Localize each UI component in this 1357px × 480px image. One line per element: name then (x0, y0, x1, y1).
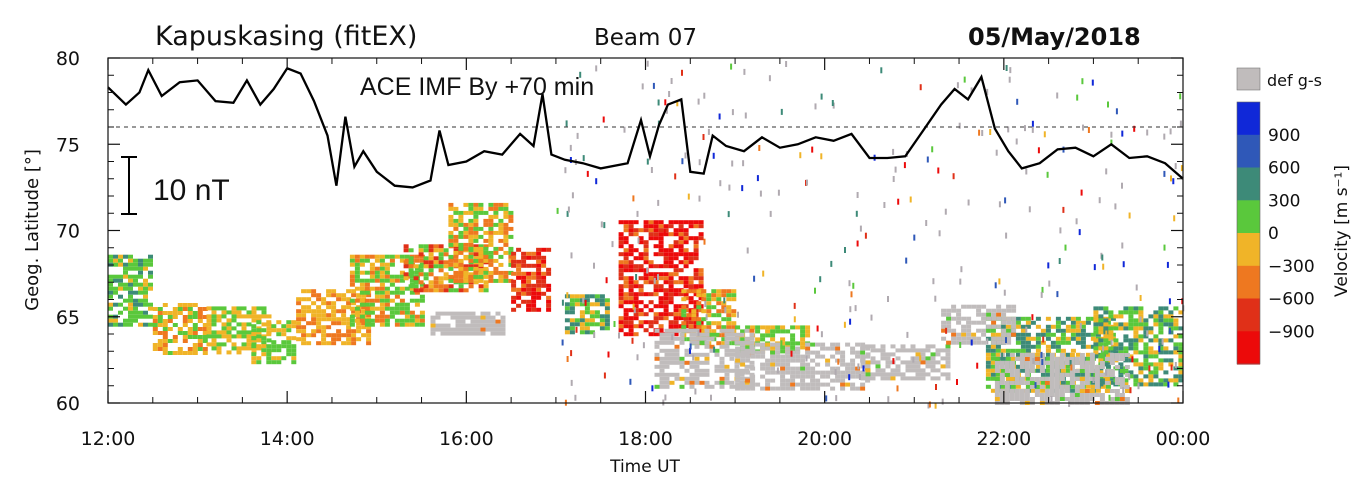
x-tick-label: 16:00 (439, 428, 494, 450)
colorbar-tick-label: −600 (1268, 290, 1315, 310)
backscatter-band-8 (448, 202, 514, 283)
scatter-noise (556, 60, 1185, 409)
y-tick-label: 65 (56, 307, 80, 329)
colorbar-segment (1237, 265, 1260, 300)
y-axis-label: Geog. Latitude [°] (22, 149, 43, 311)
x-tick-label: 12:00 (81, 428, 136, 450)
x-axis-label: Time UT (609, 457, 680, 476)
x-tick-label: 18:00 (618, 428, 673, 450)
colorbar-segment (1237, 331, 1260, 365)
colorbar-segment (1237, 134, 1260, 169)
colorbar-segment (1237, 298, 1260, 332)
scale-bar-label: 10 nT (153, 174, 230, 207)
ground-scatter-swatch (1236, 67, 1261, 91)
y-tick-label: 60 (56, 393, 80, 415)
backscatter-band-21 (430, 311, 506, 336)
backscatter-band-19 (941, 304, 1017, 345)
imf-by-trace (107, 66, 1184, 189)
backscatter-band-5 (296, 289, 372, 346)
backscatter-band-4 (251, 320, 297, 365)
ground-scatter-label: def g-s (1267, 71, 1322, 90)
scale-bar (121, 156, 137, 215)
colorbar-tick-label: 600 (1268, 159, 1300, 179)
x-tick-label: 14:00 (260, 428, 315, 450)
x-tick-label: 22:00 (976, 428, 1031, 450)
velocity-colorbar: def g-s 900 600 300 0 −300 −600 −900 Velocity … (1236, 67, 1352, 365)
imf-overlay-label: ACE IMF By +70 min (360, 73, 594, 101)
backscatter-band-18 (860, 344, 951, 381)
backscatter-band-10 (564, 294, 610, 335)
beam-label: Beam 07 (594, 25, 697, 51)
x-tick-label: 20:00 (797, 428, 852, 450)
x-tick-label: 00:00 (1156, 428, 1211, 450)
colorbar-segment (1237, 200, 1260, 234)
backscatter-band-2 (152, 303, 208, 355)
colorbar-segment (1237, 233, 1260, 267)
colorbar-segment (1237, 167, 1260, 201)
backscatter-layer (108, 60, 1185, 409)
colorbar-tick-label: −300 (1268, 257, 1315, 277)
colorbar-tick-label: 0 (1268, 224, 1279, 244)
colorbar-tick-label: 300 (1268, 191, 1300, 211)
backscatter-band-11 (618, 220, 704, 337)
station-title: Kapuskasing (fitEX) (155, 21, 417, 52)
y-tick-label: 75 (56, 134, 80, 156)
date-label: 05/May/2018 (968, 23, 1141, 51)
y-tick-label: 70 (56, 221, 80, 243)
colorbar-label: Velocity [m s⁻¹] (1332, 165, 1352, 297)
y-tick-label: 80 (56, 48, 80, 70)
colorbar-tick-label: −900 (1268, 322, 1315, 342)
backscatter-band-9 (511, 247, 552, 312)
colorbar-segment (1237, 102, 1260, 136)
backscatter-band-1 (108, 254, 153, 327)
colorbar-tick-label: 900 (1268, 126, 1300, 146)
axis-ticks: 12:00 14:00 16:00 18:00 20:00 22:00 00:00 60 65 7… (56, 48, 1211, 450)
